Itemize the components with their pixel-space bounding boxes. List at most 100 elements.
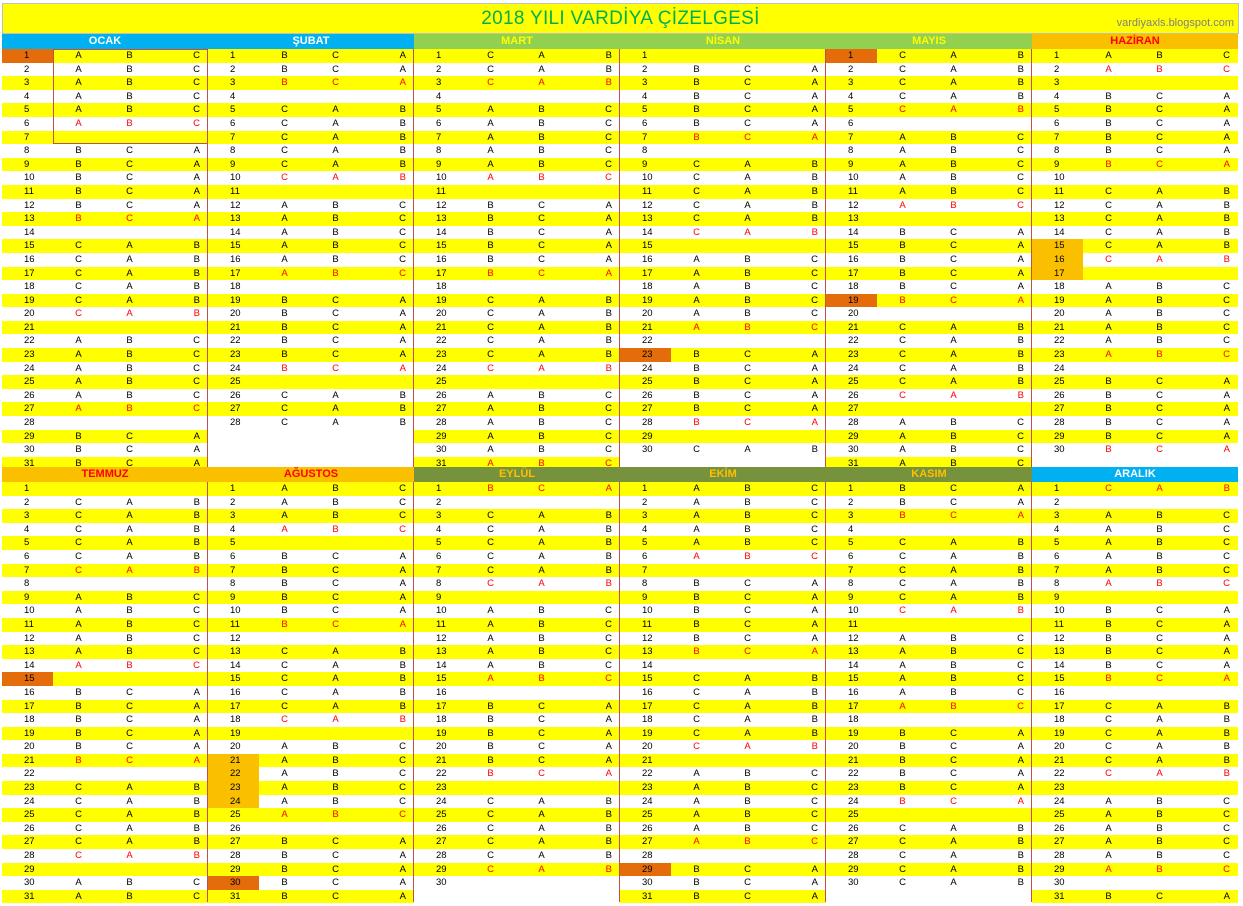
- day-row[interactable]: 1: [620, 49, 826, 63]
- day-row[interactable]: 20 C A B: [1032, 740, 1238, 754]
- day-row[interactable]: 27 C A B: [208, 402, 414, 417]
- day-row[interactable]: 26 A B C: [414, 388, 620, 403]
- day-row[interactable]: 25 C A B: [2, 808, 208, 822]
- day-row[interactable]: 19 A B C: [1032, 293, 1238, 308]
- day-row[interactable]: 19 C A B: [1032, 726, 1238, 741]
- day-row[interactable]: 13 B C A: [414, 212, 620, 226]
- day-row[interactable]: 18 A B C: [1032, 280, 1238, 294]
- day-row[interactable]: 18: [208, 280, 414, 294]
- day-row[interactable]: 27 A B C: [2, 402, 208, 417]
- day-row[interactable]: 17 B C A: [414, 266, 620, 281]
- day-row[interactable]: 29 B C A: [208, 862, 414, 877]
- day-row[interactable]: 27 A B C: [620, 835, 826, 850]
- day-row[interactable]: 24 C A B: [2, 794, 208, 809]
- day-row[interactable]: 29 C A B: [414, 862, 620, 877]
- day-row[interactable]: 25 B C A: [1032, 375, 1238, 389]
- day-row[interactable]: 20 B C A: [826, 740, 1032, 754]
- day-row[interactable]: 16 C A B: [620, 685, 826, 700]
- day-row[interactable]: 16 C A B: [1032, 252, 1238, 267]
- day-row[interactable]: 12: [208, 631, 414, 646]
- day-row[interactable]: 16 A B C: [208, 252, 414, 267]
- day-row[interactable]: 20 C A B: [414, 307, 620, 321]
- day-row[interactable]: 10 A B C: [826, 171, 1032, 185]
- day-row[interactable]: 8: [620, 144, 826, 158]
- day-row[interactable]: 26 A B C: [1032, 821, 1238, 836]
- day-row[interactable]: 19 B C A: [826, 293, 1032, 308]
- day-row[interactable]: 30: [1032, 876, 1238, 890]
- day-row[interactable]: 18: [414, 280, 620, 294]
- day-row[interactable]: 27 C A B: [414, 835, 620, 850]
- day-row[interactable]: 14 C A B: [208, 658, 414, 673]
- day-row[interactable]: 24 C A B: [414, 794, 620, 809]
- day-row[interactable]: 14 A B C: [2, 658, 208, 673]
- day-row[interactable]: 21 B C A: [414, 753, 620, 768]
- day-row[interactable]: 26 B C A: [1032, 388, 1238, 403]
- day-row[interactable]: 22: [2, 767, 208, 782]
- day-row[interactable]: 12 B C A: [620, 631, 826, 646]
- day-row[interactable]: 18 B C A: [414, 713, 620, 727]
- day-row[interactable]: 15 C A B: [2, 239, 208, 253]
- day-row[interactable]: 16: [1032, 685, 1238, 700]
- day-row[interactable]: 29 A B C: [1032, 862, 1238, 877]
- day-row[interactable]: 16 C A B: [2, 252, 208, 267]
- day-row[interactable]: 24 A B C: [208, 794, 414, 809]
- day-row[interactable]: 15 B C A: [414, 239, 620, 253]
- day-row[interactable]: 20: [826, 307, 1032, 321]
- day-row[interactable]: 26 B C A: [620, 388, 826, 403]
- day-row[interactable]: 21 A B C: [1032, 320, 1238, 335]
- day-row[interactable]: 15 C A B: [208, 672, 414, 686]
- day-row[interactable]: 12 B C A: [2, 198, 208, 213]
- day-row[interactable]: 18 A B C: [620, 280, 826, 294]
- day-row[interactable]: 25 B C A: [620, 375, 826, 389]
- day-row[interactable]: 19: [208, 726, 414, 741]
- day-row[interactable]: 28 C A B: [826, 849, 1032, 863]
- day-row[interactable]: 21 A B C: [208, 753, 414, 768]
- day-row[interactable]: 30: [414, 876, 620, 890]
- day-row[interactable]: 23 C A B: [2, 781, 208, 795]
- day-row[interactable]: 31 B C A: [208, 889, 414, 904]
- day-row[interactable]: 25 A B C: [2, 375, 208, 389]
- day-row[interactable]: 19 C A B: [414, 293, 620, 308]
- day-row[interactable]: 23 A B C: [1032, 348, 1238, 362]
- day-row[interactable]: 30 B C A: [620, 876, 826, 890]
- day-row[interactable]: 26 C A B: [414, 821, 620, 836]
- day-row[interactable]: 30 B C A: [2, 443, 208, 457]
- day-row[interactable]: 14 C A B: [1032, 225, 1238, 240]
- day-row[interactable]: 30 B C A: [208, 876, 414, 890]
- day-row[interactable]: 24 C A B: [414, 361, 620, 376]
- day-row[interactable]: 14: [620, 658, 826, 673]
- day-row[interactable]: 29 B C A: [620, 862, 826, 877]
- day-row[interactable]: 17 A B C: [208, 266, 414, 281]
- day-row[interactable]: 13 C A B: [208, 645, 414, 659]
- day-row[interactable]: 9: [1032, 590, 1238, 605]
- day-row[interactable]: 10 C A B: [826, 604, 1032, 618]
- day-row[interactable]: 18 C A B: [2, 280, 208, 294]
- day-row[interactable]: 19 C A B: [620, 726, 826, 741]
